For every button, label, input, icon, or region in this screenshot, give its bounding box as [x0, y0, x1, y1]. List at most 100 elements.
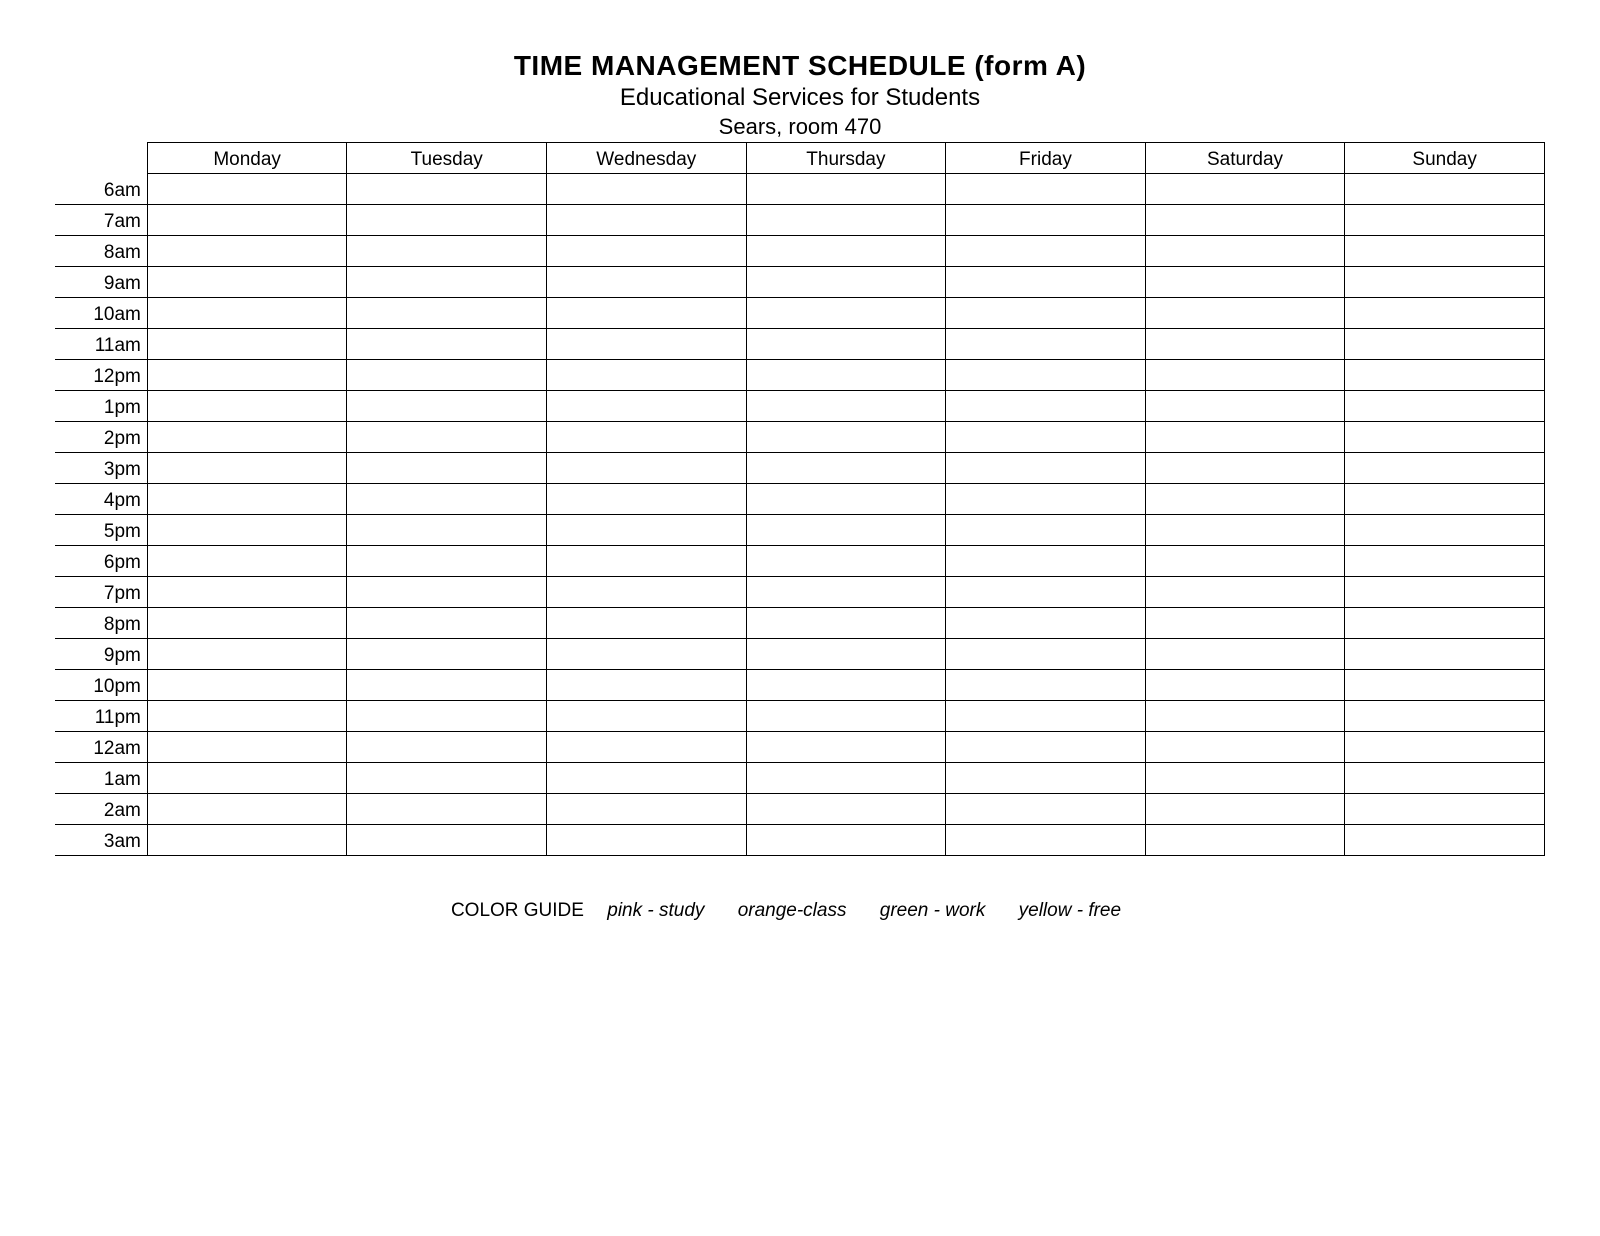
schedule-cell — [147, 484, 347, 515]
schedule-cell — [547, 484, 747, 515]
schedule-cell — [547, 360, 747, 391]
schedule-cell — [547, 298, 747, 329]
schedule-cell — [147, 329, 347, 360]
schedule-cell — [746, 639, 946, 670]
schedule-cell — [1145, 391, 1345, 422]
schedule-cell — [946, 453, 1146, 484]
schedule-cell — [1145, 701, 1345, 732]
schedule-cell — [347, 484, 547, 515]
color-guide-label: COLOR GUIDE — [451, 900, 584, 921]
schedule-cell — [547, 422, 747, 453]
schedule-cell — [347, 267, 547, 298]
schedule-cell — [347, 422, 547, 453]
schedule-cell — [147, 267, 347, 298]
schedule-cell — [547, 453, 747, 484]
schedule-cell — [746, 298, 946, 329]
schedule-cell — [1345, 639, 1545, 670]
schedule-cell — [1145, 453, 1345, 484]
schedule-cell — [1345, 546, 1545, 577]
schedule-cell — [946, 484, 1146, 515]
schedule-cell — [1345, 794, 1545, 825]
time-label-cell: 10am — [55, 298, 147, 329]
time-label-cell: 7pm — [55, 577, 147, 608]
table-row: 6am — [55, 174, 1545, 205]
schedule-cell — [147, 360, 347, 391]
schedule-cell — [347, 391, 547, 422]
time-label-cell: 2am — [55, 794, 147, 825]
day-header: Thursday — [746, 143, 946, 174]
schedule-cell — [1345, 298, 1545, 329]
schedule-cell — [946, 825, 1146, 856]
schedule-cell — [1345, 422, 1545, 453]
schedule-cell — [946, 422, 1146, 453]
schedule-cell — [1345, 825, 1545, 856]
schedule-cell — [746, 546, 946, 577]
schedule-cell — [547, 763, 747, 794]
schedule-cell — [1345, 484, 1545, 515]
schedule-body: 6am7am8am9am10am11am12pm1pm2pm3pm4pm5pm6… — [55, 174, 1545, 856]
schedule-cell — [946, 701, 1146, 732]
table-row: 3pm — [55, 453, 1545, 484]
time-label-cell: 12pm — [55, 360, 147, 391]
time-label-cell: 3pm — [55, 453, 147, 484]
table-row: 10am — [55, 298, 1545, 329]
schedule-cell — [147, 639, 347, 670]
schedule-cell — [147, 577, 347, 608]
schedule-cell — [1345, 453, 1545, 484]
schedule-cell — [147, 236, 347, 267]
schedule-cell — [147, 298, 347, 329]
schedule-cell — [347, 329, 547, 360]
schedule-cell — [946, 267, 1146, 298]
schedule-cell — [1145, 639, 1345, 670]
time-label-cell: 8am — [55, 236, 147, 267]
schedule-cell — [547, 236, 747, 267]
time-label-cell: 12am — [55, 732, 147, 763]
schedule-cell — [547, 267, 747, 298]
schedule-cell — [347, 205, 547, 236]
schedule-cell — [1145, 577, 1345, 608]
schedule-cell — [147, 391, 347, 422]
schedule-cell — [946, 670, 1146, 701]
schedule-cell — [1145, 546, 1345, 577]
schedule-cell — [946, 577, 1146, 608]
table-row: 9pm — [55, 639, 1545, 670]
table-row: 12pm — [55, 360, 1545, 391]
schedule-cell — [1345, 608, 1545, 639]
schedule-cell — [1145, 329, 1345, 360]
time-label-cell: 6am — [55, 174, 147, 205]
schedule-cell — [347, 360, 547, 391]
schedule-cell — [547, 515, 747, 546]
color-guide: COLOR GUIDE pink - study orange-class gr… — [55, 900, 1545, 922]
time-label-cell: 2pm — [55, 422, 147, 453]
time-label-cell: 10pm — [55, 670, 147, 701]
schedule-cell — [547, 391, 747, 422]
schedule-cell — [547, 701, 747, 732]
schedule-cell — [1145, 763, 1345, 794]
table-row: 9am — [55, 267, 1545, 298]
schedule-cell — [547, 732, 747, 763]
schedule-cell — [946, 608, 1146, 639]
schedule-cell — [746, 608, 946, 639]
schedule-cell — [746, 484, 946, 515]
schedule-cell — [1345, 205, 1545, 236]
schedule-cell — [347, 608, 547, 639]
time-label-cell: 4pm — [55, 484, 147, 515]
schedule-cell — [746, 732, 946, 763]
table-row: 8pm — [55, 608, 1545, 639]
schedule-cell — [1145, 267, 1345, 298]
schedule-cell — [147, 608, 347, 639]
schedule-cell — [746, 701, 946, 732]
schedule-cell — [347, 670, 547, 701]
schedule-cell — [1345, 391, 1545, 422]
schedule-cell — [147, 794, 347, 825]
schedule-cell — [1145, 174, 1345, 205]
time-label-cell: 11pm — [55, 701, 147, 732]
schedule-cell — [946, 794, 1146, 825]
schedule-cell — [946, 732, 1146, 763]
schedule-cell — [746, 329, 946, 360]
schedule-cell — [946, 515, 1146, 546]
schedule-cell — [1345, 329, 1545, 360]
table-row: 12am — [55, 732, 1545, 763]
schedule-cell — [1345, 701, 1545, 732]
schedule-cell — [547, 639, 747, 670]
